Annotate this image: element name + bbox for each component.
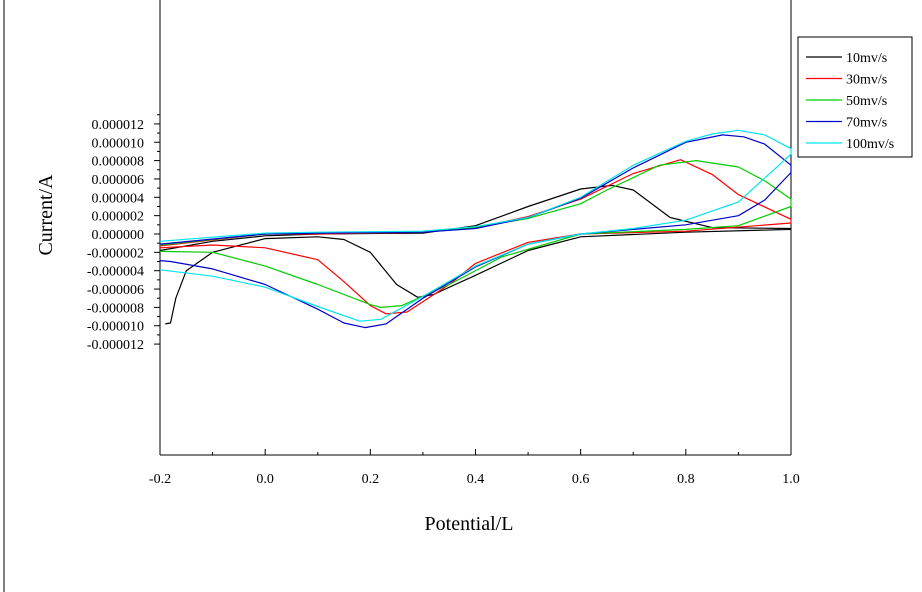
y-tick-label: 0.000010 (92, 136, 145, 151)
y-tick-label: -0.000008 (87, 301, 144, 316)
legend-label-5: 100mv/s (846, 137, 894, 152)
x-tick-label: 0.8 (677, 472, 695, 487)
y-tick-label: -0.000010 (87, 320, 144, 335)
y-tick-label: 0.000000 (92, 228, 145, 243)
y-tick-label: -0.000002 (87, 246, 144, 261)
legend-label-4: 70mv/s (846, 116, 887, 131)
y-tick-label: 0.000012 (92, 118, 145, 133)
y-tick-label: 0.000006 (92, 173, 145, 188)
x-tick-label: 0.0 (256, 472, 274, 487)
x-tick-label: 0.6 (572, 472, 590, 487)
series-layer (159, 129, 792, 329)
y-tick-label: 0.000002 (92, 210, 145, 225)
series-line-1 (159, 184, 792, 325)
legend: 10mv/s 30mv/s 50mv/s 70mv/s 100mv/s (797, 36, 913, 158)
x-tick-label: 1.0 (782, 472, 800, 487)
x-axis-title: Potential/L (425, 513, 514, 535)
x-axis-ticks: -0.2 0.0 0.2 0.4 0.6 0.8 1.0 (149, 449, 800, 487)
y-tick-label: -0.000012 (87, 338, 144, 353)
y-tick-label: 0.000008 (92, 155, 145, 170)
y-axis-title: Current/A (35, 174, 57, 256)
legend-label-1: 10mv/s (846, 51, 887, 66)
series-line-5 (159, 129, 792, 322)
x-tick-label: 0.4 (467, 472, 485, 487)
x-tick-label: 0.2 (362, 472, 380, 487)
legend-label-2: 30mv/s (846, 73, 887, 88)
y-tick-label: 0.000004 (92, 191, 145, 206)
legend-label-3: 50mv/s (846, 94, 887, 109)
series-line-4 (159, 134, 792, 329)
y-tick-label: -0.000004 (87, 265, 144, 280)
x-tick-label: -0.2 (149, 472, 171, 487)
y-tick-label: -0.000006 (87, 283, 144, 298)
y-axis-ticks: -0.000012 -0.000010 -0.000008 -0.000006 -0.0… (87, 114, 160, 353)
